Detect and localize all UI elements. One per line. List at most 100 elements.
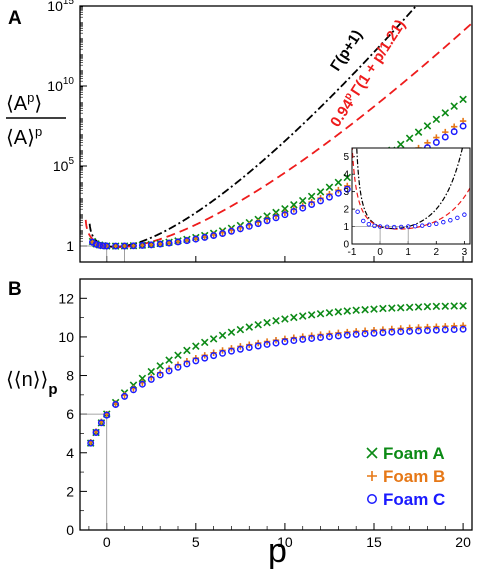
fit-curve-label-sup: p (342, 91, 355, 102)
inset-point (419, 223, 425, 228)
panel-b-point (343, 331, 351, 339)
panel-b-point (156, 362, 164, 370)
panel-a-point (192, 235, 200, 243)
legend-label: Foam A (383, 444, 445, 463)
panel-b-point (423, 302, 432, 311)
panel-b-point (432, 326, 440, 334)
panel-b-point (174, 351, 182, 360)
panel-b-point (290, 337, 298, 345)
panel-a-point (281, 211, 289, 219)
inset-x-tick-label: 0 (377, 247, 383, 258)
panel-b-x-tick-label: 10 (277, 534, 293, 550)
panel-a-point (414, 128, 423, 136)
panel-b-point (227, 347, 235, 355)
panel-b-point (442, 323, 449, 330)
panel-b-point (307, 311, 316, 319)
panel-b-y-axis-label: ⟨⟨n⟩⟩p (6, 369, 58, 398)
panel-a-point (236, 225, 244, 233)
panel-a-y-tick-label: 1 (66, 238, 74, 254)
panel-b-point (441, 326, 449, 334)
panel-b-point (210, 352, 218, 360)
panel-a-point (343, 185, 351, 193)
panel-b-y-tick-label: 10 (58, 329, 74, 345)
panel-b-point (245, 323, 254, 331)
inset-frame (351, 147, 471, 245)
panel-b-point (423, 327, 431, 335)
panel-a-point (432, 138, 440, 146)
inset-point (391, 224, 397, 230)
panel-b-y-tick-label: 4 (66, 445, 74, 461)
fit-curve-label-base: 0.94 (327, 96, 358, 130)
panel-b-point (138, 374, 147, 383)
inset-y-tick-label: 5 (343, 152, 349, 163)
panel-a-point (459, 95, 467, 104)
panel-b-point (183, 346, 191, 355)
panel-a-point (138, 241, 146, 249)
panel-a-frame (79, 5, 473, 263)
panel-a-point (441, 133, 449, 141)
panel-a-point (103, 242, 111, 250)
inset-fit-curve (352, 148, 470, 230)
panel-b-point (227, 328, 236, 337)
panel-a-point (245, 222, 253, 230)
panel-b-point (415, 324, 422, 331)
panel-b-point (379, 329, 387, 337)
svg-text:⟨Ap⟩: ⟨Ap⟩ (6, 90, 42, 115)
legend-marker (366, 447, 378, 459)
panel-a-point (174, 238, 182, 246)
gamma-curve (88, 6, 418, 248)
panel-b-point (263, 340, 271, 348)
legend-label: Foam B (383, 467, 445, 486)
panel-b-point (174, 363, 182, 371)
panel-b-point (97, 419, 105, 427)
panel-b-point (352, 330, 360, 338)
panel-b-point (415, 327, 423, 335)
panel-a-point (272, 214, 280, 222)
panel-b-point (165, 356, 173, 364)
legend-label: Foam C (383, 490, 445, 509)
panel-b-point (406, 324, 413, 332)
panel-a-point (272, 208, 280, 217)
panel-b-point (219, 349, 227, 357)
panel-b-point (308, 334, 316, 342)
panel-b-point (370, 329, 378, 337)
panel-a-point (316, 188, 325, 196)
panel-b-point (298, 312, 307, 320)
panel-b-frame (79, 278, 473, 531)
inset-point (412, 223, 418, 229)
panel-b-point (406, 327, 414, 335)
inset-point (377, 224, 383, 229)
panel-a-point (432, 115, 441, 124)
inset-y-tick-label: 2 (343, 205, 349, 216)
panel-b-point (272, 339, 280, 347)
panel-b-point (379, 304, 387, 313)
svg-text:⟨A⟩p: ⟨A⟩p (6, 124, 42, 149)
panel-a-point (263, 217, 271, 225)
panel-b-letter: B (8, 279, 22, 300)
panel-b-point (192, 342, 200, 350)
panel-b-point (147, 367, 156, 376)
panel-b-x-tick-label: 0 (103, 534, 111, 550)
panel-a-ylabel-num-sup: p (27, 90, 34, 105)
inset-point (366, 222, 372, 227)
panel-b-point (352, 306, 360, 315)
panel-b-point (156, 371, 164, 379)
panel-b-point (254, 320, 262, 329)
panel-b-point (200, 338, 209, 347)
panel-b-point (405, 303, 414, 312)
inset-point (462, 212, 467, 217)
panel-b-point (396, 304, 405, 312)
panel-a-point (325, 183, 334, 192)
inset-x-tick-label: 3 (462, 247, 468, 258)
inset-point (398, 224, 404, 230)
panel-b-point (272, 316, 280, 325)
panel-b-point (218, 331, 227, 340)
panel-a-y-tick-label: 105 (53, 156, 75, 174)
panel-b-point (92, 429, 100, 436)
panel-b-point (450, 302, 458, 310)
panel-b-y-tick-label: 0 (66, 522, 74, 538)
panel-a-point (343, 173, 352, 182)
panel-a-point (308, 201, 316, 209)
panel-b-point (361, 305, 369, 314)
